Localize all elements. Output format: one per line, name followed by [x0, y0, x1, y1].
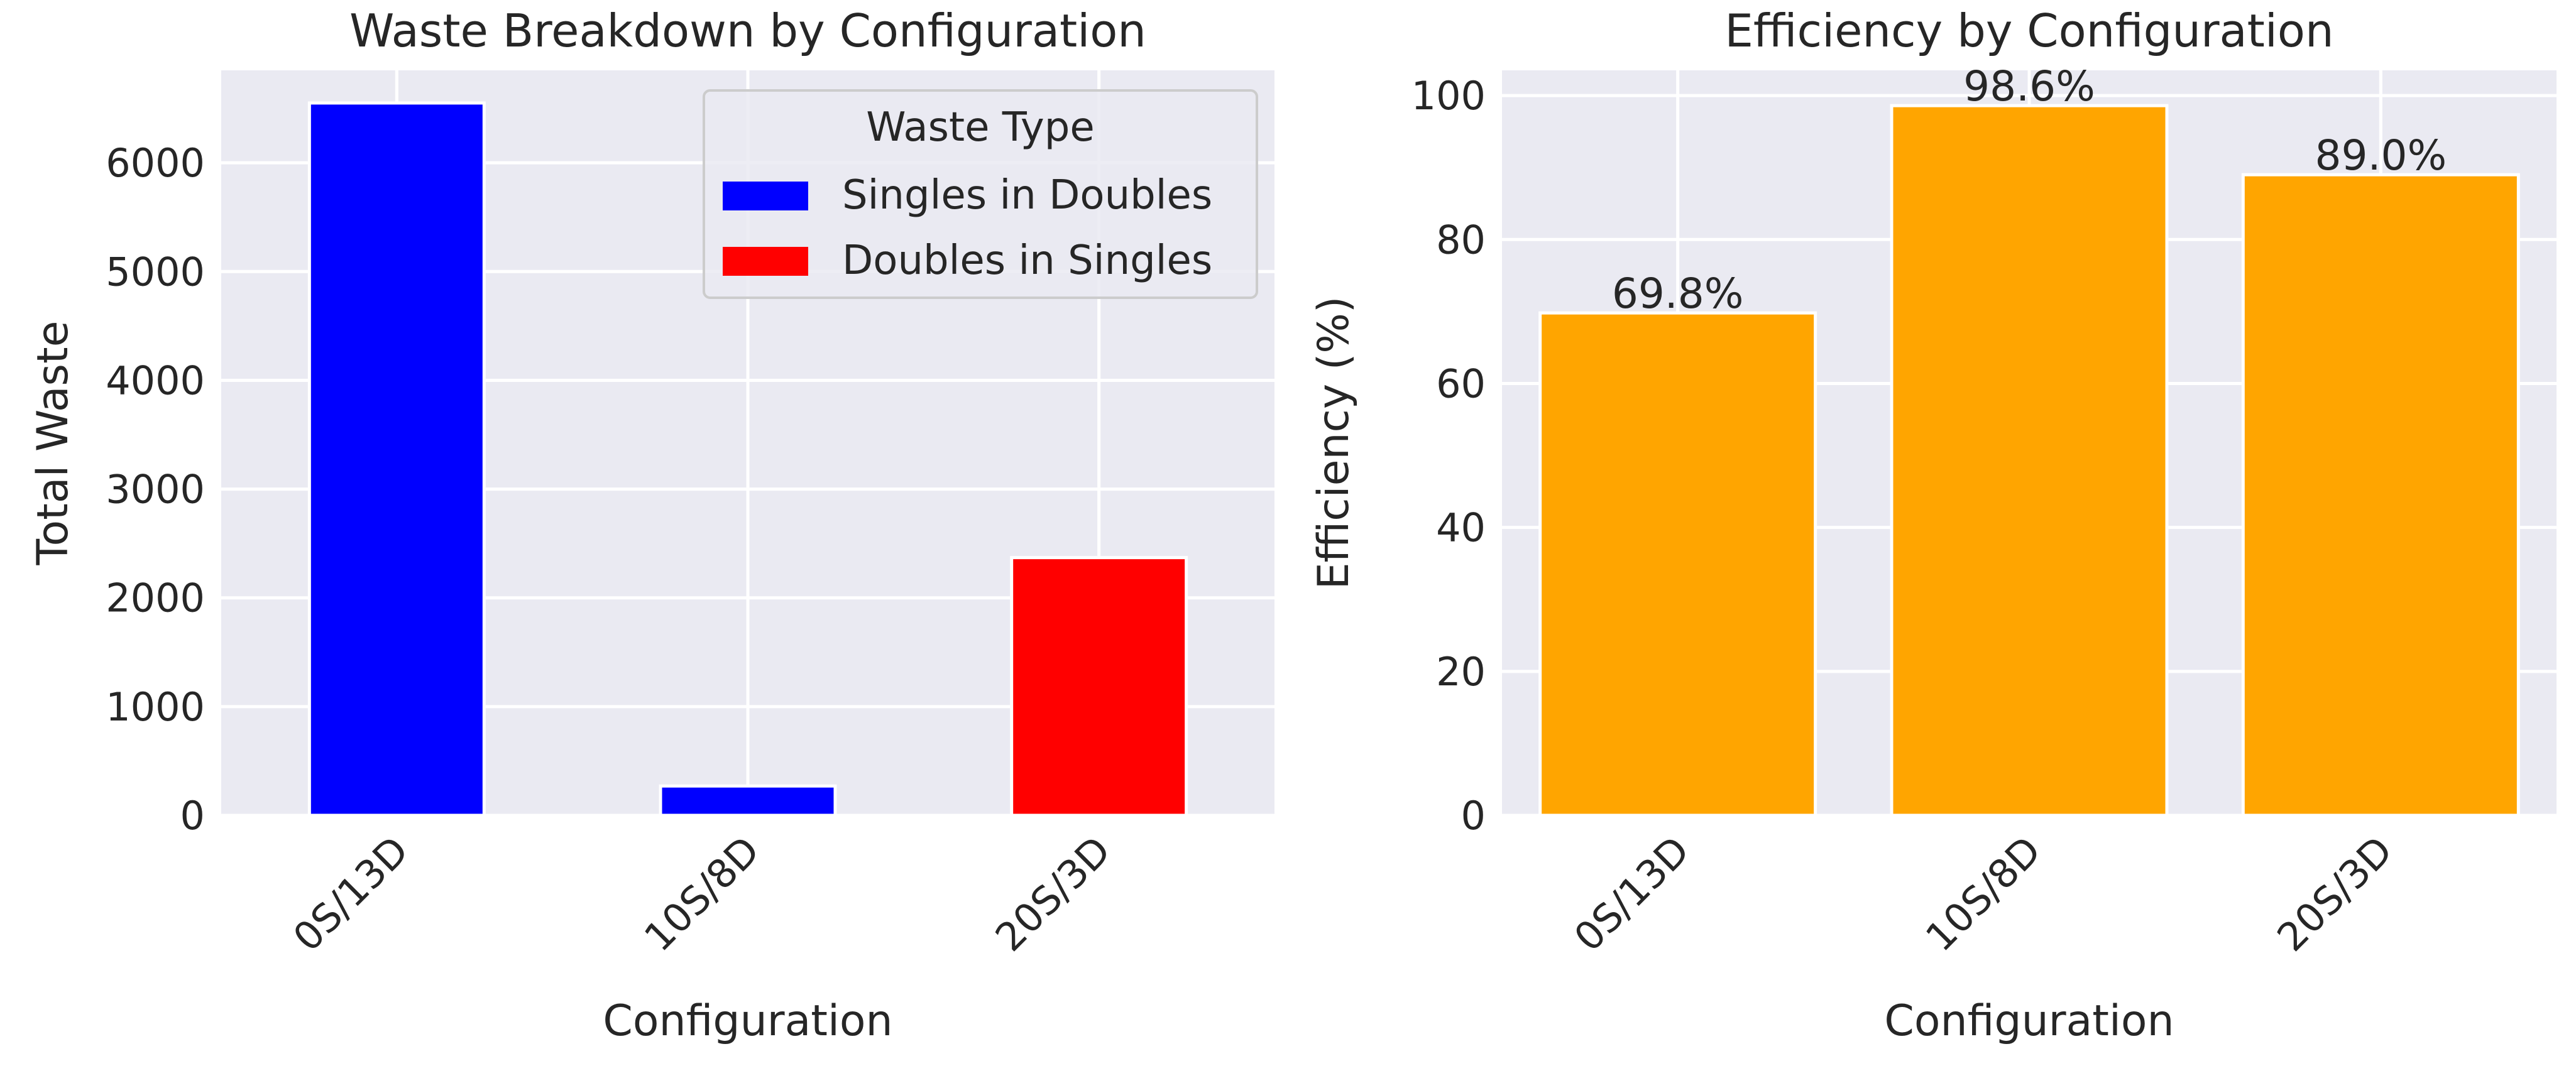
- y-tick-label: 6000: [106, 140, 205, 186]
- waste-bars: [307, 101, 1188, 817]
- bar-10s-8d-singles-in-doubles: [659, 784, 837, 817]
- x-tick-label-20s-3d: 20S/3D: [2268, 827, 2401, 960]
- y-tick-label: 0: [1461, 793, 1486, 839]
- data-label-20s-3d: 89.0%: [2315, 131, 2447, 180]
- x-tick-label-10s-8d: 10S/8D: [635, 827, 769, 960]
- efficiency-y-ticks: 0 20 40 60 80 100: [1411, 73, 1486, 839]
- legend-label-singles-in-doubles: Singles in Doubles: [842, 172, 1212, 219]
- waste-y-ticks: 0 1000 2000 3000 4000 5000 6000: [106, 140, 205, 839]
- efficiency-x-ticks: 0S/13D 10S/8D 20S/3D: [1565, 827, 2401, 960]
- waste-chart-title: Waste Breakdown by Configuration: [349, 4, 1146, 57]
- y-tick-label: 4000: [106, 357, 205, 403]
- y-tick-label: 40: [1436, 505, 1486, 551]
- waste-x-axis-label: Configuration: [603, 996, 892, 1046]
- legend-title: Waste Type: [866, 104, 1095, 151]
- x-tick-label-0s-13d: 0S/13D: [1565, 827, 1699, 960]
- efficiency-chart-title: Efficiency by Configuration: [1724, 4, 2333, 57]
- waste-chart: 0 1000 2000 3000 4000 5000 6000 0S/13D 10S/8D 20…: [28, 4, 1274, 1046]
- y-tick-label: 5000: [106, 249, 205, 295]
- legend-label-doubles-in-singles: Doubles in Singles: [842, 237, 1212, 284]
- y-tick-label: 0: [180, 793, 205, 839]
- efficiency-chart: 69.8% 98.6% 89.0% 0 20 40 60 80 100 0S/13D 10S/8…: [1309, 4, 2557, 1046]
- bar-0s-13d: [1538, 311, 1817, 817]
- efficiency-data-labels: 69.8% 98.6% 89.0%: [1612, 62, 2447, 318]
- x-tick-label-10s-8d: 10S/8D: [1917, 827, 2050, 960]
- legend-swatch-doubles-in-singles: [723, 247, 808, 276]
- waste-x-ticks: 0S/13D 10S/8D 20S/3D: [284, 827, 1119, 960]
- legend-swatch-singles-in-doubles: [723, 182, 808, 210]
- y-tick-label: 1000: [106, 684, 205, 730]
- x-tick-label-20s-3d: 20S/3D: [987, 827, 1120, 960]
- efficiency-y-axis-label: Efficiency (%): [1309, 296, 1359, 590]
- efficiency-x-axis-label: Configuration: [1884, 996, 2174, 1046]
- y-tick-label: 20: [1436, 649, 1486, 695]
- y-tick-label: 3000: [106, 467, 205, 513]
- y-tick-label: 2000: [106, 575, 205, 621]
- bar-20s-3d: [2241, 173, 2520, 817]
- bar-10s-8d: [1890, 104, 2169, 817]
- waste-legend: Waste Type Singles in Doubles Doubles in…: [703, 89, 1258, 299]
- data-label-10s-8d: 98.6%: [1963, 62, 2095, 111]
- y-tick-label: 60: [1436, 361, 1486, 406]
- waste-y-axis-label: Total Waste: [28, 321, 78, 566]
- legend-frame: [703, 89, 1258, 299]
- x-tick-label-0s-13d: 0S/13D: [284, 827, 417, 960]
- data-label-0s-13d: 69.8%: [1612, 269, 1744, 318]
- bar-0s-13d-singles-in-doubles: [307, 101, 486, 817]
- efficiency-bars: [1538, 104, 2520, 817]
- bar-20s-3d-doubles-in-singles: [1010, 556, 1188, 817]
- y-tick-label: 100: [1411, 73, 1486, 119]
- y-tick-label: 80: [1436, 217, 1486, 263]
